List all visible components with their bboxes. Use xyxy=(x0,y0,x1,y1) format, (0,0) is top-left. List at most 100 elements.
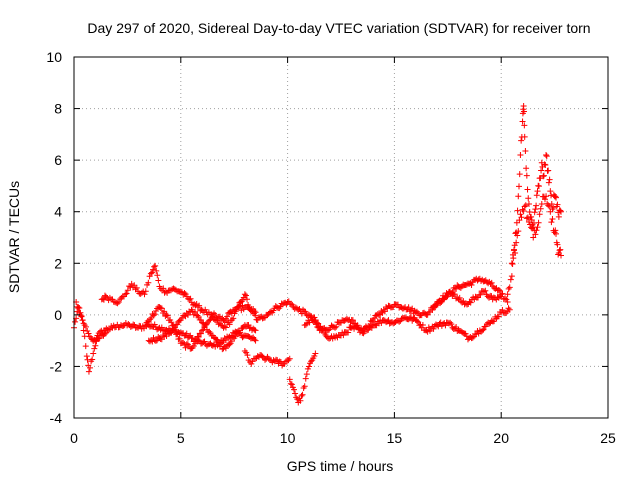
data-point xyxy=(477,291,484,298)
data-point xyxy=(228,338,235,345)
data-point xyxy=(151,321,158,328)
data-point xyxy=(533,227,540,234)
data-point xyxy=(538,167,545,174)
data-point xyxy=(508,273,515,280)
data-point xyxy=(285,357,292,364)
data-point xyxy=(292,304,299,311)
data-point xyxy=(482,287,489,294)
data-point xyxy=(522,147,529,154)
data-point xyxy=(317,323,324,330)
data-point xyxy=(540,193,547,200)
data-point xyxy=(303,371,310,378)
data-point xyxy=(451,291,458,298)
data-point xyxy=(79,317,86,324)
data-point xyxy=(504,298,511,305)
data-point xyxy=(468,281,475,288)
y-tick-label: 8 xyxy=(54,101,62,117)
data-point xyxy=(207,330,214,337)
data-point xyxy=(533,192,540,199)
data-point xyxy=(91,345,98,352)
data-point xyxy=(554,201,561,208)
data-point xyxy=(511,246,518,253)
data-point xyxy=(301,383,308,390)
x-tick-label: 10 xyxy=(280,430,296,446)
data-point xyxy=(503,296,510,303)
data-point xyxy=(345,329,352,336)
data-point xyxy=(147,270,154,277)
x-axis-label: GPS time / hours xyxy=(287,458,394,474)
axis-ticks: 0 5 10 15 20 25 -4 -2 0 2 4 6 8 10 xyxy=(46,49,616,446)
data-point xyxy=(514,232,521,239)
data-point xyxy=(192,308,199,315)
data-point xyxy=(174,321,181,328)
data-point xyxy=(288,300,295,307)
data-point xyxy=(289,384,296,391)
data-point xyxy=(525,200,532,207)
data-point xyxy=(499,306,506,313)
data-point xyxy=(182,291,189,298)
data-point xyxy=(85,368,92,375)
data-point xyxy=(184,311,191,318)
data-point xyxy=(524,214,531,221)
data-point xyxy=(251,326,258,333)
data-point xyxy=(419,321,426,328)
data-point xyxy=(182,344,189,351)
data-point xyxy=(505,285,512,292)
data-point xyxy=(175,318,182,325)
data-point xyxy=(307,360,314,367)
data-point xyxy=(297,397,304,404)
data-point xyxy=(332,324,339,331)
data-point xyxy=(162,288,169,295)
data-point xyxy=(138,289,145,296)
data-point xyxy=(241,291,248,298)
data-point xyxy=(105,326,112,333)
data-point xyxy=(192,340,199,347)
data-point xyxy=(517,151,524,158)
data-point xyxy=(546,176,553,183)
data-point xyxy=(505,305,512,312)
data-point xyxy=(155,277,162,284)
data-point xyxy=(411,314,418,321)
data-point xyxy=(130,321,137,328)
data-point xyxy=(288,381,295,388)
data-point xyxy=(277,358,284,365)
data-point xyxy=(226,321,233,328)
data-point xyxy=(448,321,455,328)
data-point xyxy=(180,339,187,346)
data-point xyxy=(224,313,231,320)
data-point xyxy=(164,312,171,319)
data-point xyxy=(443,294,450,301)
data-point xyxy=(150,266,157,273)
data-point xyxy=(88,335,95,342)
data-point xyxy=(99,295,106,302)
data-point xyxy=(218,340,225,347)
data-point xyxy=(186,333,193,340)
data-point xyxy=(194,333,201,340)
data-point xyxy=(176,335,183,342)
data-point xyxy=(535,183,542,190)
data-point xyxy=(542,162,549,169)
data-point xyxy=(541,196,548,203)
grid-lines xyxy=(74,57,608,418)
data-point xyxy=(131,282,138,289)
data-point xyxy=(520,208,527,215)
x-tick-label: 20 xyxy=(493,430,509,446)
y-tick-label: 2 xyxy=(54,255,62,271)
data-point xyxy=(324,334,331,341)
y-tick-label: -4 xyxy=(50,410,63,426)
data-point xyxy=(206,328,213,335)
data-point xyxy=(124,322,131,329)
data-point xyxy=(107,326,114,333)
data-point xyxy=(150,312,157,319)
data-point xyxy=(469,334,476,341)
data-point xyxy=(145,318,152,325)
data-point xyxy=(142,288,149,295)
data-point xyxy=(442,322,449,329)
data-point xyxy=(496,293,503,300)
data-point xyxy=(183,330,190,337)
data-point xyxy=(430,325,437,332)
data-point xyxy=(517,211,524,218)
chart-title: Day 297 of 2020, Sidereal Day-to-day VTE… xyxy=(87,20,590,36)
data-point xyxy=(368,324,375,331)
data-point xyxy=(214,336,221,343)
